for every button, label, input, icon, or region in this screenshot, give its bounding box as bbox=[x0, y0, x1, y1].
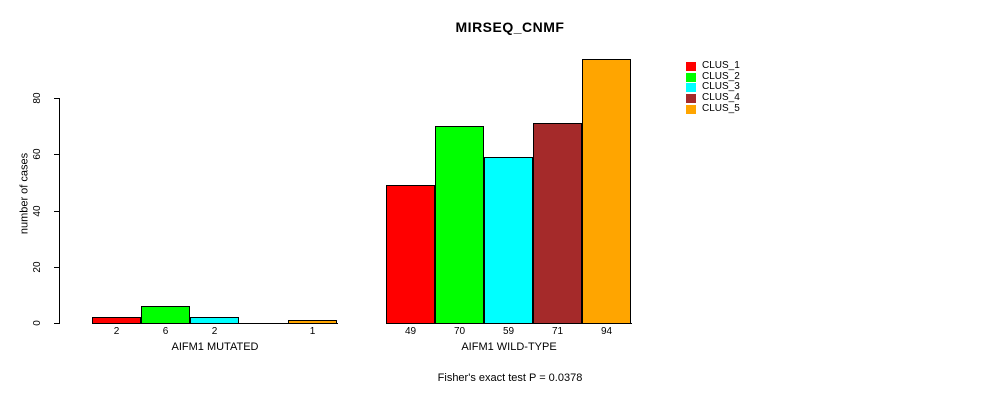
bar-clus_3-2 bbox=[484, 157, 533, 324]
y-axis-tick-label: 0 bbox=[32, 320, 43, 326]
legend-item-clus_3: CLUS_3 bbox=[686, 82, 740, 92]
y-axis-tick-label: 60 bbox=[32, 148, 43, 160]
bar-clus_5-2 bbox=[582, 59, 631, 324]
bar-value-label: 2 bbox=[113, 326, 120, 337]
x-axis-group-label: AIFM1 MUTATED bbox=[171, 341, 259, 353]
bar-value-label: 49 bbox=[404, 326, 417, 337]
bar-value-label: 94 bbox=[600, 326, 613, 337]
bar-clus_2-2 bbox=[435, 126, 484, 324]
legend-label: CLUS_3 bbox=[702, 81, 740, 92]
bar-clus_2-1 bbox=[141, 306, 190, 324]
legend: CLUS_1 CLUS_2 CLUS_3 CLUS_4 CLUS_5 bbox=[686, 61, 796, 117]
legend-item-clus_1: CLUS_1 bbox=[686, 61, 740, 71]
bar-value-label: 6 bbox=[162, 326, 169, 337]
legend-swatch-clus_3 bbox=[686, 82, 696, 92]
legend-swatch-clus_1 bbox=[686, 61, 696, 71]
legend-item-clus_5: CLUS_5 bbox=[686, 104, 740, 114]
y-axis-tick-label: 80 bbox=[32, 92, 43, 104]
y-axis-tick bbox=[54, 267, 59, 268]
y-axis-tick bbox=[54, 98, 59, 99]
legend-swatch-clus_2 bbox=[686, 72, 696, 82]
y-axis-line bbox=[59, 98, 60, 324]
y-axis-label: number of cases bbox=[18, 152, 31, 235]
bar-value-label: 70 bbox=[453, 326, 466, 337]
fisher-test-annotation: Fisher's exact test P = 0.0378 bbox=[437, 372, 583, 384]
legend-item-clus_4: CLUS_4 bbox=[686, 93, 740, 103]
x-axis-group-label: AIFM1 WILD-TYPE bbox=[461, 341, 557, 353]
y-axis-tick bbox=[54, 211, 59, 212]
bar-clus_5-1 bbox=[288, 320, 337, 324]
bar-value-label: 1 bbox=[309, 326, 316, 337]
bar-clus_1-1 bbox=[92, 317, 141, 324]
legend-label: CLUS_1 bbox=[702, 60, 740, 71]
bar-clus_4-2 bbox=[533, 123, 582, 324]
legend-swatch-clus_4 bbox=[686, 93, 696, 103]
bar-value-label: 71 bbox=[551, 326, 564, 337]
bar-value-label: 59 bbox=[502, 326, 515, 337]
bar-clus_3-1 bbox=[190, 317, 239, 324]
legend-label: CLUS_2 bbox=[702, 71, 740, 82]
legend-swatch-clus_5 bbox=[686, 104, 696, 114]
y-axis-tick bbox=[54, 323, 59, 324]
bar-clus_1-2 bbox=[386, 185, 435, 324]
y-axis-tick-label: 20 bbox=[32, 261, 43, 273]
legend-label: CLUS_4 bbox=[702, 92, 740, 103]
y-axis-tick-label: 40 bbox=[32, 205, 43, 217]
chart-title: MIRSEQ_CNMF bbox=[455, 19, 565, 35]
legend-label: CLUS_5 bbox=[702, 103, 740, 114]
bar-value-label: 2 bbox=[211, 326, 218, 337]
legend-item-clus_2: CLUS_2 bbox=[686, 72, 740, 82]
y-axis-tick bbox=[54, 154, 59, 155]
